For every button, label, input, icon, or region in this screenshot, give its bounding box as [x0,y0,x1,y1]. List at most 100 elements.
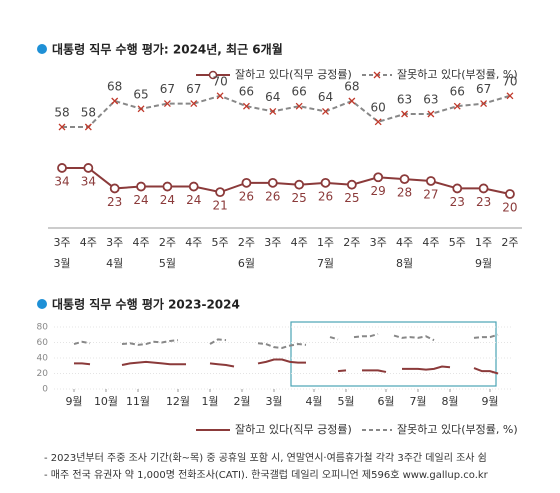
month-label: 8월 [396,257,413,270]
point [241,177,252,188]
x-tick-label: 3주 [106,236,123,249]
month-label: 3월 [53,257,70,270]
y-tick-label: 0 [42,385,48,395]
x-tick-label: 3월 [265,395,282,408]
point [452,183,463,194]
month-label: 7월 [317,257,334,270]
point [399,174,410,185]
value-label: 66 [239,85,254,99]
y-tick-label: 20 [37,369,49,379]
point [294,179,305,190]
y-tick-label: 60 [37,338,49,348]
value-label: 26 [318,189,333,203]
x-tick-label: 2주 [343,236,360,249]
x-tick-label: 10월 [94,395,118,408]
point [453,102,461,110]
value-label: 28 [397,186,412,200]
chart-title: 대통령 직무 수행 평가 2023-2024 [52,297,240,312]
y-tick-label: 40 [37,354,49,364]
point [57,163,67,173]
value-label: 68 [107,80,122,94]
x-tick-label: 11월 [126,395,150,408]
value-label: 29 [371,184,386,198]
point [267,177,278,188]
point [190,100,198,108]
value-label: 25 [344,191,359,205]
value-label: 23 [476,195,491,209]
series-line [62,166,511,195]
legend-label: 잘하고 있다(직무 긍정률) [235,422,352,436]
point [269,107,277,115]
point [480,100,488,108]
x-tick-label: 2월 [233,395,250,408]
value-label: 66 [292,85,307,99]
x-tick-label: 5주 [212,236,229,249]
point [322,107,329,115]
x-tick-label: 1주 [317,236,334,249]
value-label: 70 [212,74,227,88]
value-label: 23 [107,195,122,209]
value-label: 23 [450,195,465,209]
x-tick-label: 1월 [201,395,218,408]
value-label: 67 [476,82,491,96]
point [137,105,145,113]
point [58,123,66,131]
legend-label: 잘하고 있다(직무 긍정률) [235,67,352,81]
value-label: 58 [81,106,96,120]
x-tick-label: 5주 [449,236,466,249]
legend-icon [373,71,381,79]
x-tick-label: 4주 [185,236,202,249]
point [163,100,171,108]
legend-label: 잘못하고 있다(부정률, %) [397,422,518,436]
value-label: 21 [212,199,227,213]
x-tick-label: 4월 [305,395,322,408]
month-label: 9월 [475,257,492,270]
x-tick-label: 4주 [291,236,308,249]
value-label: 60 [371,100,386,114]
point [320,177,331,188]
point [162,181,173,192]
value-label: 20 [502,201,517,215]
x-tick-label: 3주 [370,236,387,249]
value-label: 68 [344,80,359,94]
value-label: 24 [186,193,201,207]
x-tick-label: 2주 [159,236,176,249]
value-label: 27 [423,187,438,201]
x-tick-label: 7월 [409,395,426,408]
point [427,110,435,118]
point [478,183,489,194]
x-tick-label: 1주 [475,236,492,249]
value-label: 66 [450,85,465,99]
x-tick-label: 2주 [238,236,255,249]
x-tick-label: 3주 [264,236,281,249]
month-label: 6월 [238,257,255,270]
value-label: 26 [239,189,254,203]
x-tick-label: 8월 [441,395,458,408]
x-tick-label: 4주 [422,236,439,249]
point [136,181,146,192]
value-label: 67 [160,82,175,96]
value-label: 63 [423,93,438,107]
point [188,181,199,192]
x-tick-label: 6월 [377,395,394,408]
point [216,92,224,100]
x-tick-label: 4주 [132,236,149,249]
series-line [73,333,499,349]
point [374,118,382,126]
x-tick-label: 9월 [65,395,82,408]
x-tick-label: 5월 [337,395,354,408]
month-label: 5월 [159,257,176,270]
value-label: 65 [133,87,148,101]
value-label: 67 [186,82,201,96]
point [83,163,94,173]
point [505,189,515,199]
value-label: 64 [318,90,333,104]
x-tick-label: 2주 [501,236,518,249]
point [295,102,303,110]
value-label: 34 [81,174,96,188]
chart-title: 대통령 직무 수행 평가: 2024년, 최근 6개월 [52,42,283,57]
month-label: 4월 [106,257,123,270]
x-tick-label: 4주 [396,236,413,249]
